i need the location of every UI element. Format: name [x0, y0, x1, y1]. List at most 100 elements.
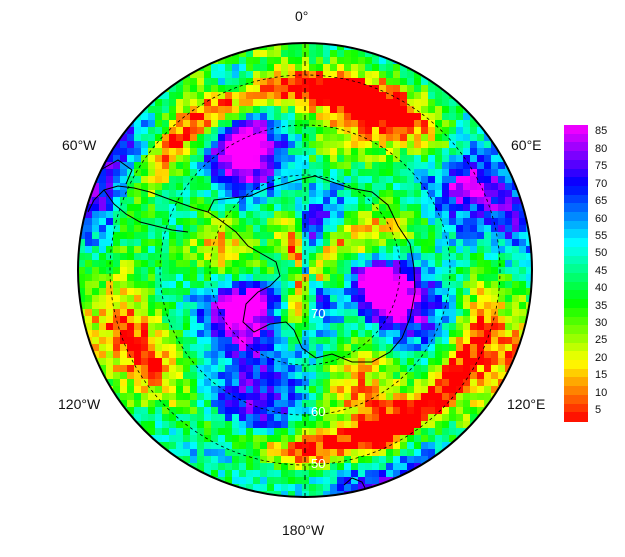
field-cell [204, 428, 212, 436]
field-cell [211, 421, 219, 429]
field-cell [246, 274, 254, 282]
field-cell [99, 176, 107, 184]
field-cell [127, 330, 135, 338]
field-cell [365, 316, 373, 324]
field-cell [176, 239, 184, 247]
field-cell [337, 414, 345, 422]
field-cell [253, 351, 261, 359]
field-cell [344, 141, 352, 149]
field-cell [274, 260, 282, 268]
field-cell [477, 372, 485, 380]
field-cell [505, 225, 513, 233]
field-cell [183, 253, 191, 261]
field-cell [190, 386, 198, 394]
field-cell [162, 428, 170, 436]
field-cell [323, 148, 331, 156]
field-cell [281, 456, 289, 464]
field-cell [183, 85, 191, 93]
field-cell [463, 246, 471, 254]
field-cell [379, 141, 387, 149]
field-cell [183, 295, 191, 303]
field-cell [351, 190, 359, 198]
field-cell [183, 218, 191, 226]
field-cell [281, 288, 289, 296]
field-cell [190, 407, 198, 415]
field-cell [127, 246, 135, 254]
field-cell [253, 225, 261, 233]
field-cell [274, 491, 282, 497]
field-cell [106, 239, 114, 247]
field-cell [407, 274, 415, 282]
field-cell [211, 120, 219, 128]
field-cell [372, 197, 380, 205]
field-cell [330, 92, 338, 100]
field-cell [456, 288, 464, 296]
field-cell [127, 197, 135, 205]
field-cell [162, 267, 170, 275]
field-cell [442, 211, 450, 219]
field-cell [316, 491, 324, 497]
field-cell [169, 407, 177, 415]
field-cell [435, 267, 443, 275]
field-cell [225, 64, 233, 72]
field-cell [183, 92, 191, 100]
field-cell [498, 260, 506, 268]
field-cell [267, 323, 275, 331]
field-cell [484, 176, 492, 184]
field-cell [204, 99, 212, 107]
field-cell [323, 113, 331, 121]
field-cell [309, 351, 317, 359]
field-cell [316, 57, 324, 65]
field-cell [323, 183, 331, 191]
field-cell [400, 295, 408, 303]
field-cell [365, 239, 373, 247]
field-cell [386, 260, 394, 268]
field-cell [106, 351, 114, 359]
field-cell [400, 183, 408, 191]
colorbar-segment [564, 333, 588, 344]
field-cell [232, 344, 240, 352]
field-cell [169, 372, 177, 380]
field-cell [372, 456, 380, 464]
field-cell [407, 400, 415, 408]
field-cell [162, 169, 170, 177]
colorbar-segment [564, 142, 588, 152]
field-cell [456, 344, 464, 352]
field-cell [407, 414, 415, 422]
latitude-circle-70 [209, 174, 401, 366]
field-cell [148, 302, 156, 310]
field-cell [204, 113, 212, 121]
field-cell [99, 295, 107, 303]
field-cell [379, 183, 387, 191]
field-cell [281, 246, 289, 254]
field-cell [85, 281, 93, 289]
field-cell [323, 57, 331, 65]
field-cell [414, 218, 422, 226]
field-cell [435, 204, 443, 212]
field-cell [498, 176, 506, 184]
field-cell [155, 386, 163, 394]
field-cell [288, 274, 296, 282]
field-cell [204, 148, 212, 156]
field-cell [498, 197, 506, 205]
field-cell [246, 365, 254, 373]
field-cell [344, 155, 352, 163]
field-cell [421, 92, 429, 100]
field-cell [260, 463, 268, 471]
field-cell [183, 134, 191, 142]
field-cell [211, 78, 219, 86]
field-cell [379, 64, 387, 72]
field-cell [365, 323, 373, 331]
field-cell [428, 442, 436, 450]
field-cell [218, 260, 226, 268]
field-cell [365, 162, 373, 170]
field-cell [449, 309, 457, 317]
field-cell [386, 393, 394, 401]
field-cell [281, 449, 289, 457]
field-cell [365, 246, 373, 254]
field-cell [113, 358, 121, 366]
field-cell [351, 169, 359, 177]
field-cell [379, 106, 387, 114]
field-cell [323, 239, 331, 247]
field-cell [316, 99, 324, 107]
